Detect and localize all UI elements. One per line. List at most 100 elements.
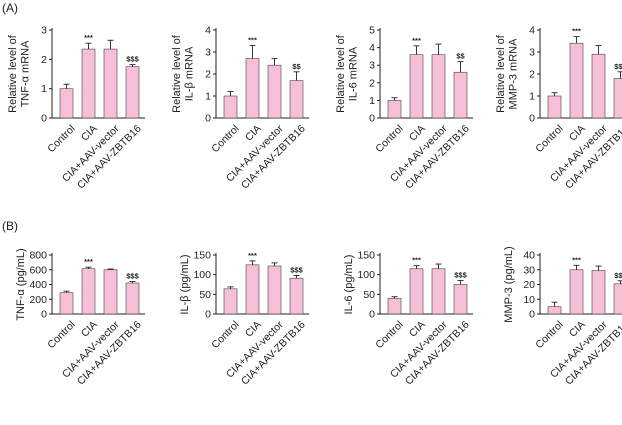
- significance-label: $$$: [126, 55, 139, 64]
- x-category-label: Control: [533, 319, 565, 351]
- y-tick-label: 30: [523, 264, 535, 276]
- significance-label: ***: [412, 256, 421, 265]
- significance-label: ***: [412, 36, 421, 45]
- bar: [591, 53, 606, 119]
- y-axis-title: MMP-3 (pg/mL): [503, 246, 515, 322]
- bar: [547, 306, 562, 315]
- y-tick-label: 150: [193, 250, 211, 262]
- significance-label: $$: [292, 62, 301, 71]
- y-axis-title-line: IL-β mRNA: [183, 46, 195, 101]
- bar: [453, 71, 468, 119]
- y-axis-title-line: MMP-3 mRNA: [507, 38, 519, 110]
- bar: [245, 58, 260, 119]
- significance-label: $$: [456, 52, 465, 61]
- bar: [569, 42, 584, 119]
- y-tick-label: 3: [369, 60, 375, 72]
- y-tick-label: 0: [41, 309, 47, 321]
- y-tick-label: 800: [29, 250, 47, 262]
- significance-label: ***: [572, 255, 581, 264]
- bar: [223, 95, 238, 119]
- y-tick-label: 10: [523, 294, 535, 306]
- x-category-label: Control: [533, 123, 565, 155]
- y-tick-label: 1: [205, 91, 211, 103]
- y-tick-label: 0: [529, 309, 535, 321]
- y-tick-label: 2: [529, 69, 535, 81]
- significance-label: $$$: [126, 272, 139, 281]
- bar: [453, 284, 468, 315]
- bar: [409, 268, 424, 315]
- y-axis-title-line: TNF-α mRNA: [19, 40, 31, 108]
- y-tick-label: 100: [357, 269, 375, 281]
- bar: [267, 64, 282, 119]
- bar: [387, 100, 402, 119]
- y-tick-label: 0: [529, 113, 535, 125]
- y-tick-label: 50: [199, 289, 211, 301]
- bar: [59, 292, 74, 315]
- significance-label: ***: [248, 35, 257, 44]
- y-tick-label: 0: [369, 309, 375, 321]
- y-tick-label: 2: [205, 69, 211, 81]
- y-tick-label: 150: [357, 250, 375, 262]
- y-tick-label: 4: [205, 25, 211, 37]
- y-tick-label: 3: [529, 47, 535, 59]
- x-category-label: Control: [209, 319, 241, 351]
- y-tick-label: 4: [529, 25, 535, 37]
- x-category-label: Control: [373, 123, 405, 155]
- bar: [223, 288, 238, 315]
- significance-label: ***: [248, 251, 257, 260]
- y-tick-label: 0: [205, 309, 211, 321]
- x-category-label: Control: [373, 319, 405, 351]
- bar: [613, 78, 622, 119]
- bar: [289, 277, 304, 315]
- charts-layer: 0 1 2 3 Relative level of TNF-α mRNA Control **…: [7, 25, 622, 388]
- y-axis-title-line: IL-6 mRNA: [347, 46, 359, 101]
- significance-label: $$$: [614, 271, 622, 280]
- y-axis-title: IL-6 (pg/mL): [343, 255, 355, 315]
- y-tick-label: 50: [363, 289, 375, 301]
- y-tick-label: 0: [205, 113, 211, 125]
- y-tick-label: 3: [205, 47, 211, 59]
- significance-label: $$$: [614, 62, 622, 71]
- y-axis-title: TNF-α (pg/mL): [15, 248, 27, 320]
- y-tick-label: 1: [369, 95, 375, 107]
- significance-label: $$$: [454, 271, 467, 280]
- y-tick-label: 4: [369, 42, 375, 54]
- x-category-label: Control: [45, 123, 77, 155]
- y-axis-title-line: Relative level of: [171, 34, 183, 113]
- bar: [103, 48, 118, 119]
- y-tick-label: 2: [369, 77, 375, 89]
- y-axis-title: IL-β (pg/mL): [179, 254, 191, 314]
- chart-4: 0 1 2 3 4 Relative level ofMMP-3 mRNA Control *…: [495, 25, 622, 192]
- bar: [267, 265, 282, 315]
- bar: [387, 297, 402, 315]
- panel-label-a: (A): [2, 1, 18, 15]
- bar: [59, 88, 74, 119]
- bar: [591, 270, 606, 315]
- y-axis-title-line: Relative level of: [335, 34, 347, 113]
- bar: [81, 268, 96, 315]
- chart-2: 0 1 2 3 4 Relative level ofIL-β mRNA Control **…: [171, 25, 309, 192]
- significance-label: ***: [572, 27, 581, 36]
- y-tick-label: 1: [529, 91, 535, 103]
- y-tick-label: 200: [29, 294, 47, 306]
- bar: [613, 283, 622, 315]
- significance-label: $$$: [290, 265, 303, 274]
- bar: [125, 282, 140, 315]
- chart-3: 0 1 2 3 4 5 Relative level ofIL-6 mRNA Control *…: [335, 25, 473, 192]
- bar: [289, 80, 304, 119]
- bar: [409, 54, 424, 119]
- bar: [431, 268, 446, 315]
- y-tick-label: 0: [369, 113, 375, 125]
- x-category-label: Control: [45, 319, 77, 351]
- y-tick-label: 40: [523, 250, 535, 262]
- y-axis-title: Relative level ofIL-6 mRNA: [335, 34, 360, 113]
- bar: [245, 264, 260, 315]
- bar: [569, 269, 584, 315]
- panel-label-b: (B): [2, 219, 18, 233]
- x-category-label: Control: [209, 123, 241, 155]
- y-axis-title: Relative level ofMMP-3 mRNA: [495, 34, 520, 113]
